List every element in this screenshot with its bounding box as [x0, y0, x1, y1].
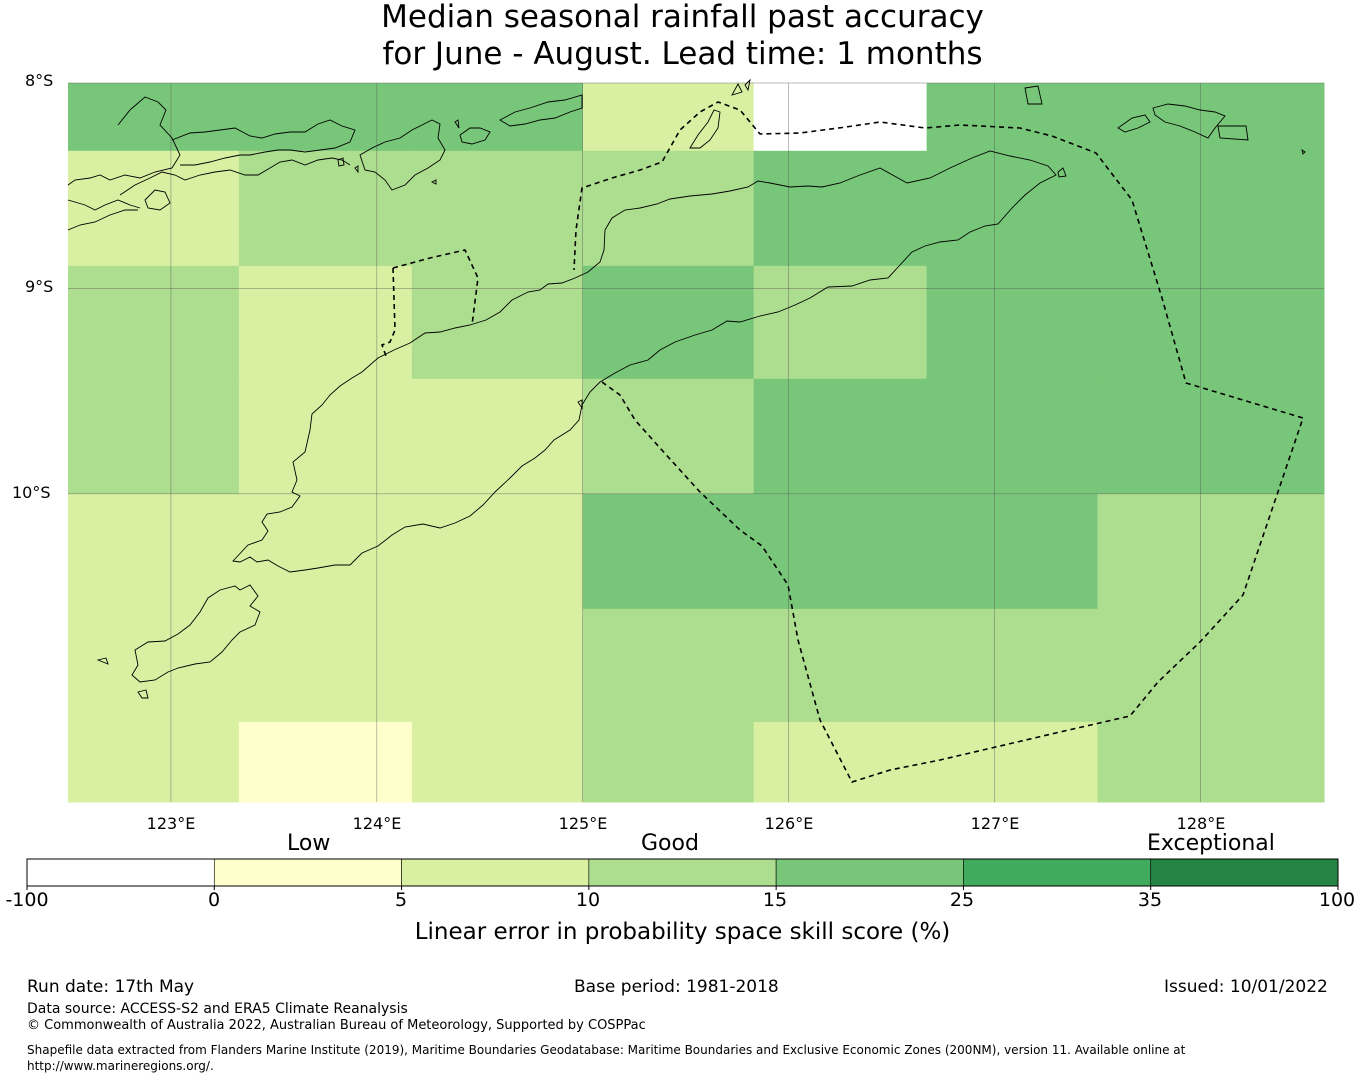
skill-cell: [238, 493, 413, 610]
skill-cell: [238, 608, 413, 723]
skill-cell: [753, 265, 928, 380]
colorbar-segment: [401, 858, 590, 887]
colorbar-label: Linear error in probability space skill …: [414, 919, 951, 945]
skill-cell: [1097, 608, 1325, 723]
skill-cell: [582, 493, 755, 610]
map-title-line1: Median seasonal rainfall past accuracy: [381, 0, 984, 35]
maritime-boundaries: [380, 101, 1305, 783]
skill-cell: [1097, 83, 1325, 152]
colorbar-category-low: Low: [287, 831, 331, 856]
skill-cell: [238, 83, 413, 152]
lon-label-126e: 126°E: [764, 814, 814, 833]
skill-cell: [582, 83, 755, 152]
issued-date: Issued: 10/01/2022: [1164, 977, 1328, 997]
skill-cell: [753, 608, 928, 723]
skill-cell: [68, 265, 240, 380]
skill-cell: [1097, 150, 1325, 267]
colorbar-tick: 25: [949, 889, 975, 911]
skill-cell: [238, 378, 413, 495]
colorbar-tick: 0: [207, 889, 221, 911]
skill-cell: [582, 265, 755, 380]
colorbar-segment: [26, 858, 215, 887]
skill-cell: [582, 150, 755, 267]
skill-cell: [753, 150, 928, 267]
shapefile-credit-line1: Shapefile data extracted from Flanders M…: [27, 1043, 1186, 1057]
roti-coastline: [131, 584, 261, 683]
wetar-coastline: [689, 109, 721, 149]
skill-cell: [753, 721, 928, 803]
skill-cell: [926, 608, 1099, 723]
colorbar-category-exceptional: Exceptional: [1147, 831, 1275, 856]
skill-cell: [1097, 721, 1325, 803]
colorbar-tick: 100: [1318, 889, 1356, 911]
lon-label-128e: 128°E: [1176, 814, 1226, 833]
colorbar-tick: -100: [5, 889, 49, 911]
copyright: © Commonwealth of Australia 2022, Austra…: [27, 1018, 646, 1033]
skill-cell: [68, 608, 240, 723]
colorbar-segment: [963, 858, 1152, 887]
colorbar-segment: [1150, 858, 1339, 887]
colorbar-segment: [213, 858, 402, 887]
northern-islands-coastline: [67, 96, 181, 186]
skill-cell: [1097, 378, 1325, 495]
lon-label-124e: 124°E: [352, 814, 402, 833]
data-source: Data source: ACCESS-S2 and ERA5 Climate …: [27, 1001, 408, 1017]
lat-label-9s: 9°S: [25, 277, 54, 296]
skill-cell: [411, 721, 584, 803]
skill-cell: [238, 150, 413, 267]
skill-cell: [926, 378, 1099, 495]
shapefile-credit-line2: http://www.marineregions.org/.: [27, 1059, 214, 1073]
colorbar-outline: [26, 858, 1339, 887]
skill-cell: [582, 608, 755, 723]
colorbar-tick: 35: [1137, 889, 1163, 911]
skill-cell: [582, 721, 755, 803]
colorbar-segment: [588, 858, 777, 887]
run-date: Run date: 17th May: [27, 977, 195, 997]
lon-label-123e: 123°E: [146, 814, 196, 833]
skill-grid-cells: [68, 83, 1325, 803]
map-title-line2: for June - August. Lead time: 1 months: [382, 36, 983, 72]
lat-label-10s: 10°S: [12, 483, 51, 502]
colorbar-tick: 15: [762, 889, 788, 911]
skill-cell: [411, 150, 584, 267]
skill-cell: [411, 493, 584, 610]
skill-cell: [582, 378, 755, 495]
colorbar-segment: [775, 858, 964, 887]
skill-cell: [926, 150, 1099, 267]
skill-cell: [926, 83, 1099, 152]
skill-cell: [68, 378, 240, 495]
skill-cell: [753, 83, 928, 152]
skill-cell: [753, 493, 928, 610]
skill-cell: [1097, 265, 1325, 380]
skill-cell: [68, 83, 240, 152]
skill-cell: [926, 265, 1099, 380]
colorbar-category-good: Good: [641, 831, 699, 856]
skill-cell: [68, 721, 240, 803]
skill-cell: [238, 265, 413, 380]
colorbar: [26, 858, 1339, 890]
skill-cell: [411, 265, 584, 380]
lon-label-125e: 125°E: [558, 814, 608, 833]
skill-cell: [411, 83, 584, 152]
skill-cell: [238, 721, 413, 803]
eastern-islands-coastline: [1024, 85, 1043, 105]
skill-cell: [411, 378, 584, 495]
colorbar-tick: 5: [394, 889, 408, 911]
base-period: Base period: 1981-2018: [574, 977, 779, 997]
skill-cell: [926, 493, 1099, 610]
eez-boundary-east: [573, 101, 1305, 783]
eez-boundary-oecusse: [392, 249, 479, 326]
skill-cell: [753, 378, 928, 495]
colorbar-tick: 10: [575, 889, 601, 911]
skill-cell: [411, 608, 584, 723]
skill-cell: [68, 493, 240, 610]
graticule: [68, 82, 1324, 802]
skill-cell: [926, 721, 1099, 803]
skill-cell: [1097, 493, 1325, 610]
lat-label-8s: 8°S: [25, 71, 54, 90]
lon-label-127e: 127°E: [970, 814, 1020, 833]
